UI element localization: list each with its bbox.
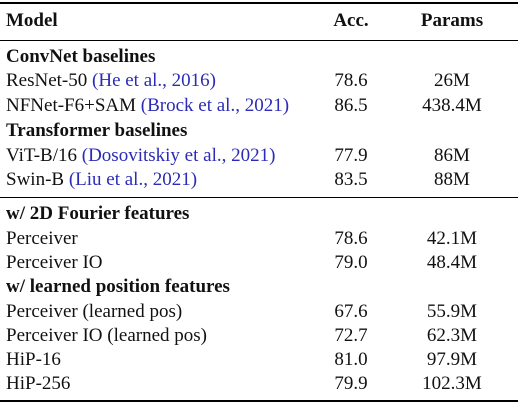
params-value: 97.9M	[392, 348, 512, 372]
top-rule	[0, 2, 518, 4]
model-name: Perceiver (learned pos)	[6, 300, 182, 324]
bottom-rule	[0, 400, 518, 402]
table-row: NFNet-F6+SAM (Brock et al., 2021) 86.5 4…	[0, 94, 518, 118]
acc-value: 81.0	[316, 348, 386, 372]
acc-value: 79.0	[316, 251, 386, 275]
acc-value: 78.6	[316, 227, 386, 251]
params-value: 438.4M	[392, 94, 512, 118]
params-value: 48.4M	[392, 251, 512, 275]
acc-value: 78.6	[316, 69, 386, 93]
acc-value: 72.7	[316, 324, 386, 348]
header-model: Model	[6, 9, 58, 33]
acc-value: 86.5	[316, 94, 386, 118]
acc-value: 83.5	[316, 168, 386, 192]
acc-value: 77.9	[316, 144, 386, 168]
table-row: ResNet-50 (He et al., 2016) 78.6 26M	[0, 69, 518, 93]
table-row: HiP-256 79.9 102.3M	[0, 372, 518, 396]
model-name: HiP-256	[6, 372, 70, 396]
acc-value: 79.9	[316, 372, 386, 396]
citation-link[interactable]: (He et al., 2016)	[92, 70, 216, 91]
section-divider-rule	[0, 197, 518, 198]
header-params: Params	[392, 9, 512, 33]
model-name: ResNet-50	[6, 70, 87, 91]
params-value: 88M	[392, 168, 512, 192]
params-value: 86M	[392, 144, 512, 168]
citation-link[interactable]: (Dosovitskiy et al., 2021)	[82, 145, 276, 166]
citation-link[interactable]: (Liu et al., 2021)	[69, 169, 197, 190]
table-row: Perceiver 78.6 42.1M	[0, 227, 518, 251]
model-name: Swin-B	[6, 169, 64, 190]
citation-link[interactable]: (Brock et al., 2021)	[141, 95, 289, 116]
model-name: Perceiver IO	[6, 251, 103, 275]
section-title: ConvNet baselines	[0, 45, 518, 69]
header-row: Model Acc. Params	[0, 9, 518, 33]
table-row: HiP-16 81.0 97.9M	[0, 348, 518, 372]
table-row: Perceiver IO 79.0 48.4M	[0, 251, 518, 275]
model-name: NFNet-F6+SAM	[6, 95, 136, 116]
table-row: Perceiver (learned pos) 67.6 55.9M	[0, 300, 518, 324]
header-rule	[0, 40, 518, 41]
params-value: 26M	[392, 69, 512, 93]
params-value: 55.9M	[392, 300, 512, 324]
section-title: Transformer baselines	[0, 119, 518, 143]
section-title: w/ learned position features	[0, 275, 518, 299]
params-value: 62.3M	[392, 324, 512, 348]
params-value: 102.3M	[392, 372, 512, 396]
table-row: Perceiver IO (learned pos) 72.7 62.3M	[0, 324, 518, 348]
table-row: Swin-B (Liu et al., 2021) 83.5 88M	[0, 168, 518, 192]
acc-value: 67.6	[316, 300, 386, 324]
header-acc: Acc.	[316, 9, 386, 33]
model-name: Perceiver IO (learned pos)	[6, 324, 207, 348]
model-name: ViT-B/16	[6, 145, 77, 166]
table-row: ViT-B/16 (Dosovitskiy et al., 2021) 77.9…	[0, 144, 518, 168]
section-title: w/ 2D Fourier features	[0, 202, 518, 226]
model-name: Perceiver	[6, 227, 78, 251]
model-name: HiP-16	[6, 348, 61, 372]
params-value: 42.1M	[392, 227, 512, 251]
